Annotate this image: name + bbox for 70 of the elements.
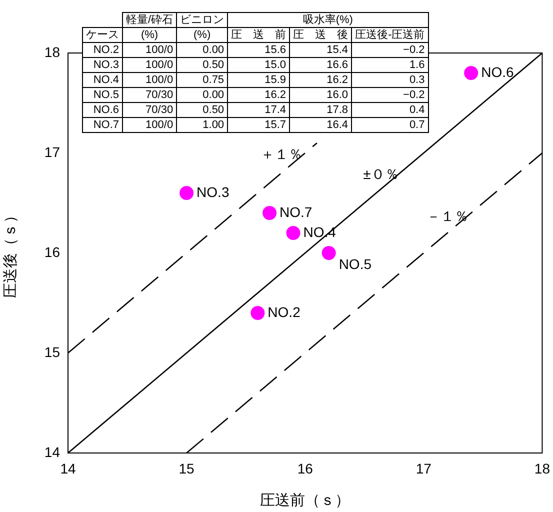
point bbox=[180, 186, 194, 200]
annotation: NO.2 bbox=[82, 42, 122, 58]
point bbox=[464, 66, 478, 80]
annotation: 0.50 bbox=[176, 58, 228, 72]
point bbox=[322, 246, 336, 260]
text: (%) bbox=[176, 28, 228, 42]
text: 軽量/砕石 bbox=[122, 12, 177, 28]
y-tick-label: 14 bbox=[44, 444, 60, 460]
text: 吸水率(%) bbox=[228, 12, 428, 28]
annotation: 0.4 bbox=[352, 102, 428, 118]
y-tick-label: 17 bbox=[44, 144, 60, 160]
x-tick-label: 15 bbox=[178, 460, 195, 476]
annotation: −0.2 bbox=[352, 42, 428, 58]
annotation: 70/30 bbox=[122, 102, 177, 118]
annotation: NO.6 bbox=[481, 64, 514, 80]
annotation: NO.7 bbox=[82, 118, 122, 132]
x-tick-label: 17 bbox=[416, 460, 432, 476]
annotation: 17.4 bbox=[228, 102, 290, 118]
annotation: NO.5 bbox=[82, 88, 122, 102]
annotation: 0.75 bbox=[176, 72, 228, 88]
point bbox=[250, 306, 265, 320]
annotation: 100/0 bbox=[122, 72, 177, 88]
annotation: 1.00 bbox=[176, 118, 228, 132]
annotation: 100/0 bbox=[122, 58, 177, 72]
annotation: 16.4 bbox=[290, 118, 352, 132]
annotation: NO.2 bbox=[268, 304, 301, 320]
annotation: NO.5 bbox=[338, 256, 372, 272]
x-axis-title: 圧送前（ｓ） bbox=[260, 492, 350, 510]
annotation: NO.3 bbox=[82, 58, 122, 72]
annotation: NO.6 bbox=[82, 102, 122, 118]
annotation: 15.0 bbox=[228, 58, 290, 72]
annotation: 15.4 bbox=[290, 42, 352, 58]
annotation: 70/30 bbox=[122, 88, 177, 102]
annotation: －１％ bbox=[426, 208, 468, 224]
annotation: 100/0 bbox=[122, 118, 177, 132]
annotation: NO.7 bbox=[280, 204, 312, 220]
annotation: ±０％ bbox=[363, 166, 399, 182]
y-tick-label: 18 bbox=[44, 44, 60, 60]
annotation: 16.6 bbox=[290, 58, 352, 72]
annotation: 0.00 bbox=[176, 42, 228, 58]
annotation: NO.3 bbox=[196, 184, 230, 200]
annotation: 0.50 bbox=[176, 102, 228, 118]
text: ビニロン bbox=[176, 12, 228, 28]
annotation: 0.7 bbox=[352, 118, 428, 132]
y-tick-label: 15 bbox=[44, 344, 60, 360]
annotation: 0.00 bbox=[176, 88, 228, 102]
x-tick-label: 16 bbox=[297, 460, 314, 476]
annotation: 100/0 bbox=[122, 42, 177, 58]
y-axis-title: 圧送後（ｓ） bbox=[2, 208, 20, 298]
text: 圧 送 後 bbox=[290, 28, 352, 42]
annotation: 17.8 bbox=[290, 102, 352, 118]
point bbox=[286, 226, 300, 240]
annotation: −0.2 bbox=[352, 88, 428, 102]
annotation: 16.0 bbox=[290, 88, 352, 102]
annotation: 16.2 bbox=[290, 72, 352, 88]
x-tick-label: 18 bbox=[534, 460, 550, 476]
x-tick-label: 14 bbox=[60, 460, 76, 476]
text: 圧 送 前 bbox=[228, 28, 290, 42]
text: 圧送後-圧送前 bbox=[352, 28, 428, 42]
annotation: NO.4 bbox=[82, 72, 122, 88]
annotation: 15.7 bbox=[228, 118, 290, 132]
point bbox=[262, 206, 277, 220]
annotation: 15.6 bbox=[228, 42, 290, 58]
y-tick-label: 16 bbox=[44, 244, 60, 260]
annotation: 16.2 bbox=[228, 88, 290, 102]
annotation: 1.6 bbox=[352, 58, 428, 72]
annotation: 15.9 bbox=[228, 72, 290, 88]
text: (%) bbox=[122, 28, 177, 42]
text: ケース bbox=[82, 28, 122, 42]
annotation: 0.3 bbox=[352, 72, 428, 88]
